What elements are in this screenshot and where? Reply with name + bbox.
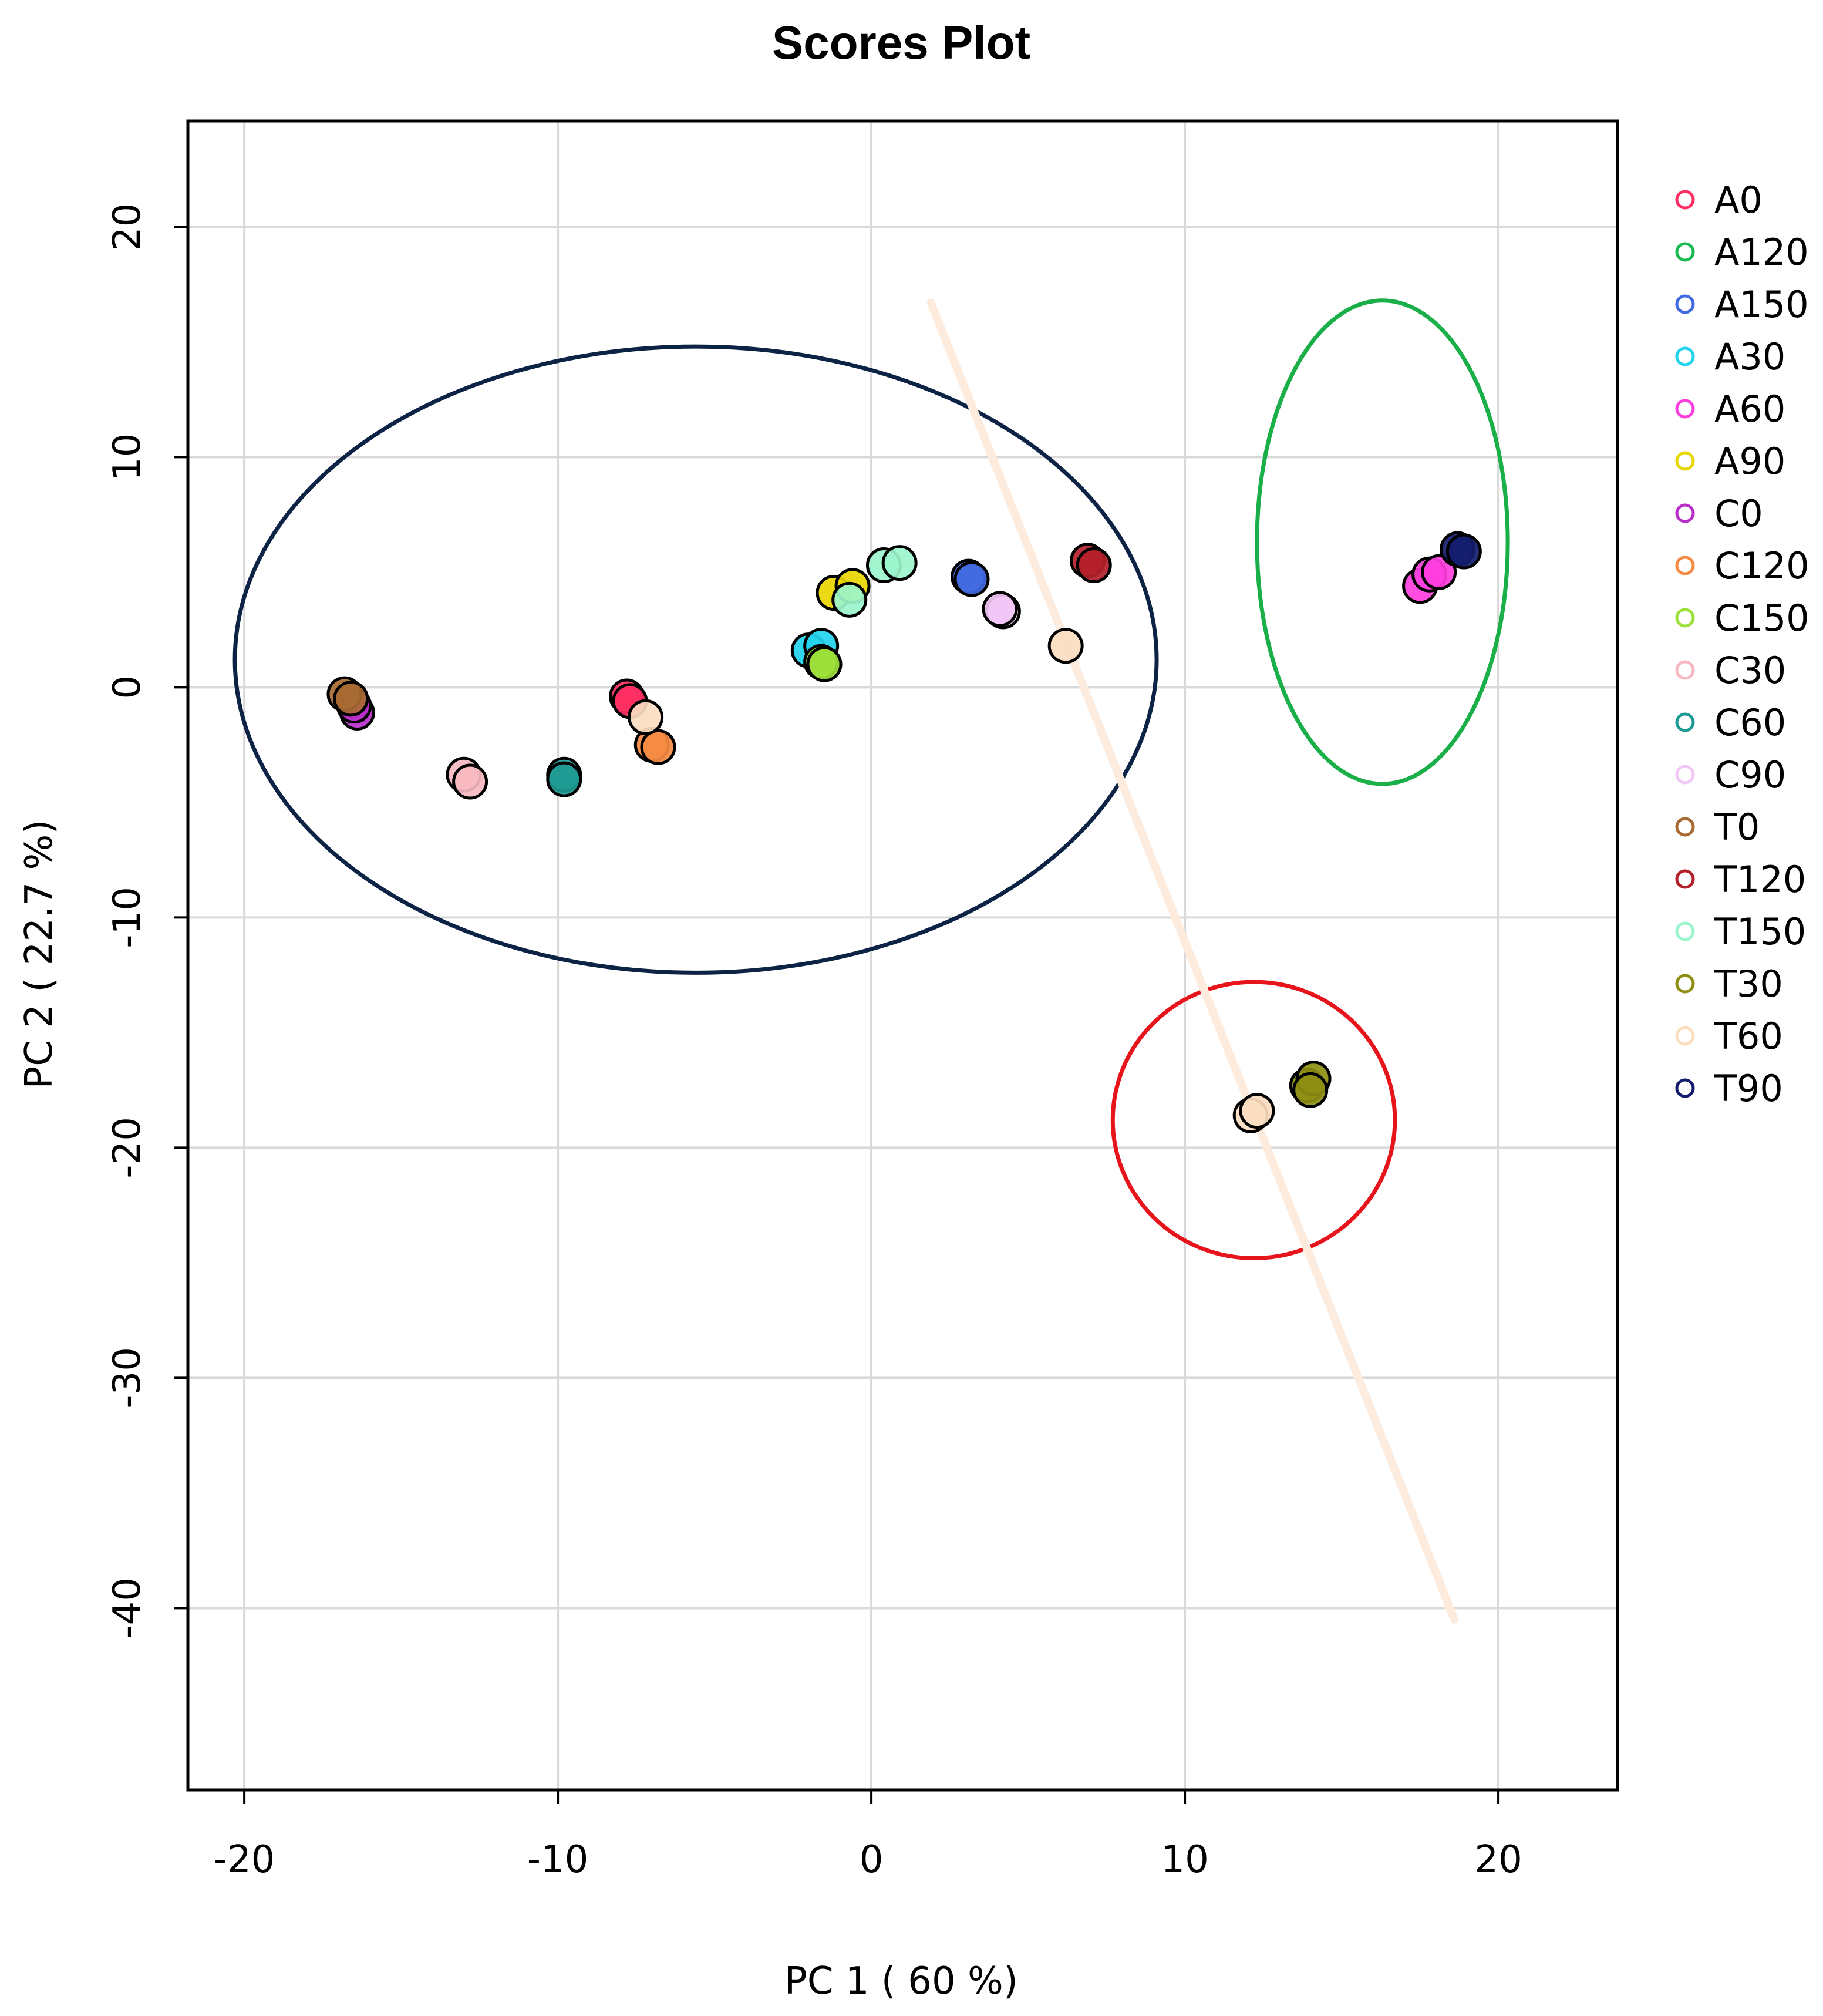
- point-a150: [953, 561, 990, 597]
- legend-label: C150: [1714, 597, 1809, 640]
- x-tick-label: 10: [1161, 1838, 1208, 1882]
- legend-marker-c30: [1675, 660, 1695, 680]
- legend-marker-a120: [1675, 242, 1695, 262]
- y-tick-label: 20: [106, 203, 149, 251]
- legend-marker-a90: [1675, 451, 1695, 471]
- legend-marker-a60: [1675, 399, 1695, 419]
- y-tick-label: -30: [106, 1347, 149, 1409]
- legend-label: A90: [1714, 440, 1785, 483]
- legend-label: A60: [1714, 388, 1785, 430]
- point-t30: [1292, 1072, 1329, 1108]
- x-tick-label: -20: [214, 1838, 275, 1882]
- point-c60: [546, 761, 582, 797]
- legend-label: T30: [1714, 962, 1783, 1005]
- legend-marker-t90: [1675, 1078, 1695, 1098]
- legend-label: A30: [1714, 335, 1785, 378]
- legend-label: C0: [1714, 492, 1763, 535]
- point-t60: [628, 699, 664, 735]
- point-t150: [831, 581, 868, 618]
- legend-marker-t30: [1675, 974, 1695, 994]
- legend-label: A150: [1714, 283, 1809, 326]
- point-c90: [982, 591, 1018, 627]
- y-tick-label: 0: [106, 675, 149, 699]
- legend-marker-a150: [1675, 294, 1695, 314]
- legend-label: C120: [1714, 544, 1809, 587]
- point-t0: [333, 681, 369, 717]
- point-c30: [452, 763, 488, 800]
- grid: [188, 121, 1618, 1790]
- point-t60: [1047, 628, 1084, 664]
- legend-label: T90: [1714, 1067, 1783, 1110]
- annotation-group: [232, 298, 1510, 1624]
- point-t90: [1445, 533, 1482, 570]
- point-c120: [640, 729, 676, 765]
- data-points: [326, 531, 1482, 1133]
- trend-line: [926, 298, 1459, 1624]
- x-tick-label: 20: [1474, 1838, 1522, 1882]
- point-t60: [1239, 1093, 1275, 1129]
- cluster-ellipse: [232, 344, 1159, 975]
- legend-label: T60: [1714, 1015, 1783, 1058]
- point-a60: [1421, 554, 1457, 590]
- legend-label: A120: [1714, 231, 1809, 274]
- legend-marker-t120: [1675, 869, 1695, 889]
- point-t150: [881, 545, 918, 581]
- legend-label: C60: [1714, 701, 1786, 744]
- legend-label: A0: [1714, 179, 1763, 221]
- x-tick-label: 0: [860, 1838, 884, 1882]
- legend-label: T0: [1714, 806, 1760, 849]
- legend-marker-a30: [1675, 346, 1695, 366]
- legend-marker-c60: [1675, 712, 1695, 732]
- legend-marker-a0: [1675, 190, 1695, 210]
- plot-frame: [186, 119, 1619, 1792]
- legend-marker-t60: [1675, 1026, 1695, 1046]
- y-tick-label: 10: [106, 433, 149, 481]
- legend-marker-c150: [1675, 608, 1695, 628]
- legend-marker-c0: [1675, 503, 1695, 523]
- legend-marker-c120: [1675, 556, 1695, 575]
- y-tick-label: -10: [106, 887, 149, 948]
- legend-label: T150: [1714, 910, 1806, 953]
- point-c150: [806, 646, 843, 682]
- x-axis-label: PC 1 ( 60 %): [784, 1960, 1018, 2003]
- legend: A0 A120 A150 A30 A60 A90 C0 C120 C150 C30 C60 C90 T0…: [1675, 179, 1809, 1110]
- legend-marker-c90: [1675, 765, 1695, 785]
- chart-title: Scores Plot: [772, 16, 1030, 69]
- cluster-ellipse: [1110, 980, 1397, 1260]
- legend-marker-t150: [1675, 921, 1695, 941]
- cluster-ellipse: [1255, 298, 1510, 786]
- y-tick-label: -40: [106, 1577, 149, 1639]
- y-axis-label: PC 2 ( 22.7 %): [18, 820, 61, 1089]
- legend-label: C30: [1714, 649, 1786, 692]
- x-tick-label: -10: [527, 1838, 589, 1882]
- legend-marker-t0: [1675, 817, 1695, 837]
- legend-label: C90: [1714, 753, 1786, 796]
- legend-label: T120: [1714, 858, 1806, 901]
- axis-ticks: -20 -10 0 10 20 20 10 0 -10 -20 -30 -40: [106, 203, 1522, 1882]
- y-tick-label: -20: [106, 1117, 149, 1179]
- point-t120: [1076, 547, 1112, 584]
